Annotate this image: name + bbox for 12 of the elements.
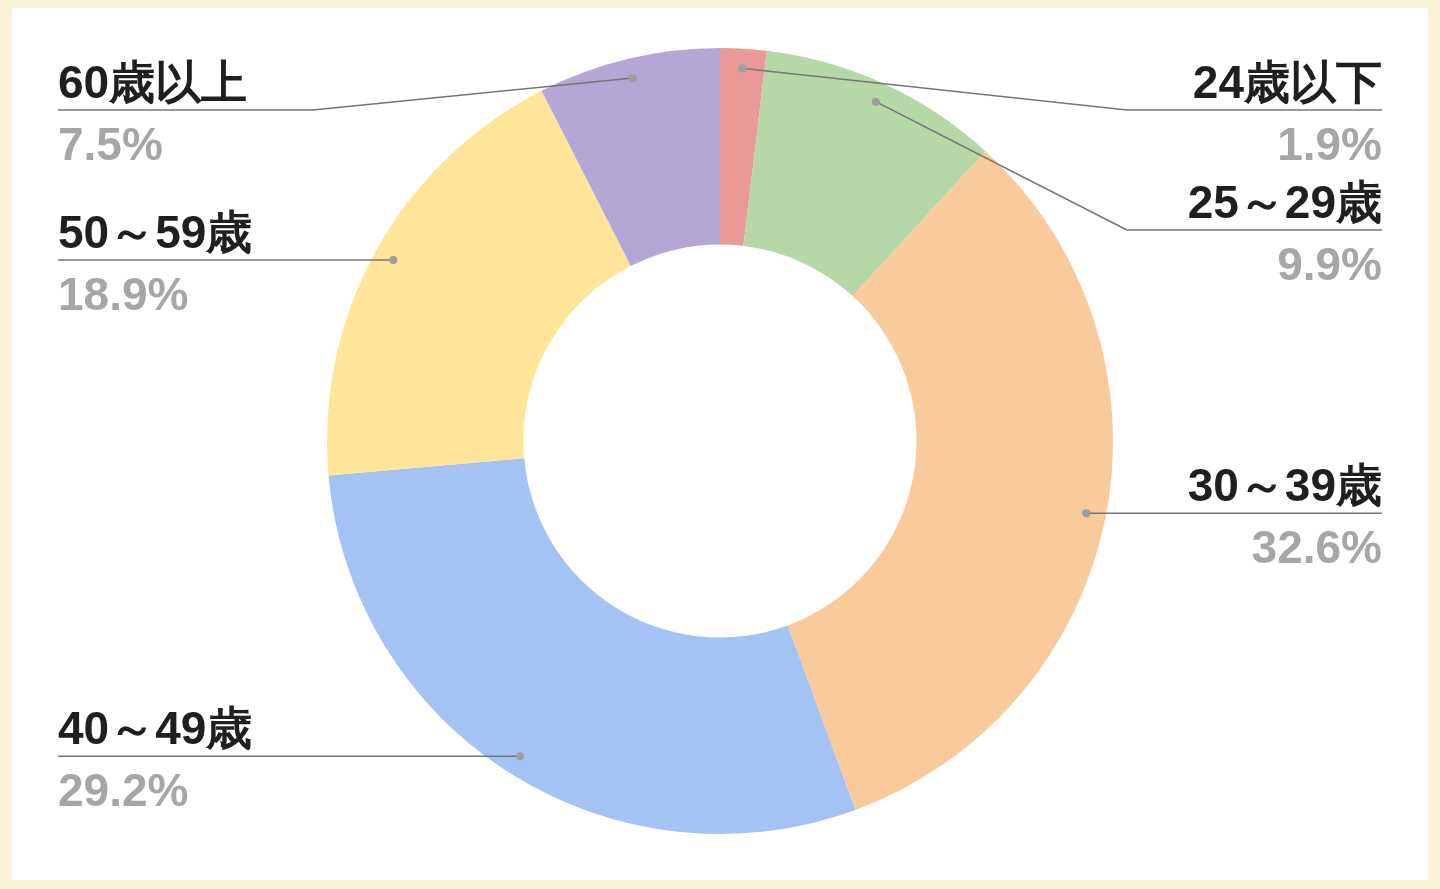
slice-label: 30～39歳: [1187, 459, 1382, 512]
slice-label: 24歳以下: [1192, 56, 1382, 108]
data-label: 9.9%: [1277, 238, 1382, 290]
data-label: 7.5%: [58, 118, 163, 170]
slice-label: 50～59歳: [58, 206, 253, 259]
data-label: 29.2%: [58, 764, 189, 817]
data-label: 1.9%: [1277, 118, 1382, 170]
data-label: 32.6%: [1251, 521, 1382, 574]
slice-label: 25～29歳: [1187, 176, 1382, 228]
data-label: 18.9%: [58, 268, 189, 321]
slice-label: 60歳以上: [58, 56, 248, 108]
slice-label: 40～49歳: [58, 702, 253, 755]
